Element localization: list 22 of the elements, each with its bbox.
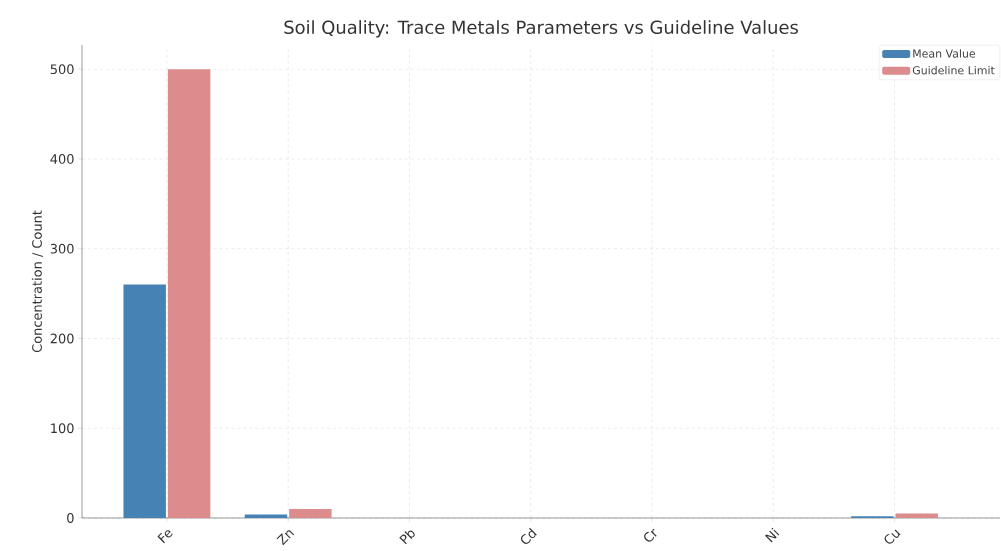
bar xyxy=(895,513,938,518)
legend-label: Guideline Limit xyxy=(912,65,995,75)
legend-label: Mean Value xyxy=(913,49,976,58)
y-tick-label: 300 xyxy=(50,243,74,254)
bar xyxy=(167,69,211,518)
y-axis-title: Concentration / Count xyxy=(31,210,43,353)
bar xyxy=(123,284,166,518)
y-tick-label: 400 xyxy=(50,154,74,164)
y-tick-label: 200 xyxy=(50,333,74,344)
x-tick-label: Fe xyxy=(157,530,173,544)
y-tick-label: 500 xyxy=(50,64,74,75)
x-tick-label: Cu xyxy=(884,529,901,544)
x-tick-label: Ni xyxy=(765,527,780,543)
y-tick-label: 100 xyxy=(51,423,74,434)
x-tick-label: Cr xyxy=(644,528,657,542)
chart-title: Soil Quality: Trace Metals Parameters vs Guideline Values xyxy=(284,20,798,38)
x-tick-label: Cd xyxy=(520,527,537,544)
x-tick-label: Zn xyxy=(276,530,295,546)
x-tick-label: Pb xyxy=(399,530,415,545)
bar xyxy=(244,514,288,518)
y-tick-label: 0 xyxy=(67,513,74,523)
bar xyxy=(289,509,332,518)
